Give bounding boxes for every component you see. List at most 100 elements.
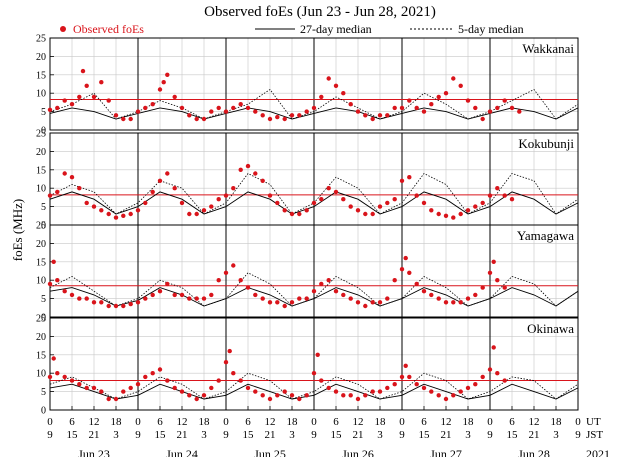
series-27day-median bbox=[49, 383, 579, 400]
observed-point bbox=[429, 389, 434, 394]
observed-point bbox=[62, 171, 67, 176]
observed-point bbox=[69, 378, 75, 383]
observed-point bbox=[429, 208, 434, 213]
observed-point bbox=[348, 393, 353, 398]
observed-point bbox=[333, 189, 339, 195]
observed-point bbox=[121, 116, 126, 122]
observed-point bbox=[194, 211, 199, 217]
station-panels: 0 5 10 15 20 25 Wakkanai 0 5 10 15 20 25 Kokubunji 0 5 1… bbox=[36, 34, 579, 417]
observed-point bbox=[315, 352, 320, 357]
jst-tick-label: 15 bbox=[67, 429, 79, 441]
observed-point bbox=[495, 371, 500, 376]
observed-point bbox=[282, 303, 287, 309]
y-tick-label: 15 bbox=[36, 165, 46, 176]
observed-point bbox=[216, 278, 221, 283]
observed-point bbox=[113, 396, 119, 402]
jst-tick-label: 9 bbox=[487, 429, 493, 441]
ut-tick-label: 12 bbox=[353, 416, 364, 428]
observed-point bbox=[289, 113, 295, 118]
observed-point bbox=[473, 105, 478, 111]
observed-point bbox=[495, 186, 500, 191]
observed-point bbox=[223, 109, 229, 114]
observed-point bbox=[128, 301, 133, 307]
observed-point bbox=[385, 385, 390, 391]
observed-point bbox=[143, 200, 148, 206]
observed-point bbox=[121, 213, 126, 218]
observed-point bbox=[355, 109, 361, 114]
jst-tick-label: 9 bbox=[223, 429, 229, 441]
observed-point bbox=[480, 374, 485, 380]
observed-point bbox=[227, 348, 232, 354]
observed-point bbox=[392, 197, 397, 202]
observed-point bbox=[135, 300, 141, 305]
observed-point bbox=[106, 396, 111, 402]
ut-tick-label: 0 bbox=[135, 416, 141, 428]
observed-point bbox=[69, 175, 75, 180]
observed-point bbox=[113, 303, 119, 309]
observed-point bbox=[414, 193, 419, 198]
observed-point bbox=[326, 385, 331, 391]
observed-point bbox=[289, 211, 295, 217]
ut-tick-label: 0 bbox=[47, 416, 53, 428]
observed-point bbox=[84, 200, 89, 206]
observed-point bbox=[143, 296, 148, 301]
observed-point bbox=[150, 189, 155, 195]
jst-tick-label: 15 bbox=[331, 429, 343, 441]
y-tick-label: 10 bbox=[36, 184, 46, 195]
jst-tick-label: 15 bbox=[243, 429, 255, 441]
observed-point bbox=[172, 292, 177, 298]
y-tick-label: 25 bbox=[36, 34, 46, 45]
observed-point bbox=[370, 389, 375, 394]
observed-point bbox=[55, 278, 60, 283]
panel-okinawa: 0 5 10 15 20 25 Okinawa bbox=[36, 314, 579, 417]
observed-point bbox=[157, 87, 163, 92]
observed-point bbox=[143, 105, 148, 111]
observed-point bbox=[165, 72, 170, 78]
observed-point bbox=[392, 278, 397, 283]
observed-point bbox=[429, 292, 434, 298]
observed-point bbox=[77, 296, 82, 301]
observed-point bbox=[421, 385, 427, 391]
observed-point bbox=[282, 389, 287, 394]
observed-point bbox=[179, 389, 185, 394]
observed-point bbox=[275, 300, 280, 305]
observed-point bbox=[91, 204, 97, 209]
observed-point bbox=[392, 105, 397, 111]
observed-point bbox=[421, 289, 427, 294]
jst-tick-label: 3 bbox=[113, 429, 119, 441]
observed-point bbox=[465, 296, 471, 301]
observed-point bbox=[179, 292, 185, 298]
observed-point bbox=[282, 116, 287, 122]
jst-tick-label: 15 bbox=[419, 429, 431, 441]
observed-point bbox=[458, 300, 463, 305]
y-tick-label: 25 bbox=[36, 129, 46, 140]
observed-point bbox=[348, 102, 353, 107]
observed-point bbox=[165, 378, 170, 383]
observed-point bbox=[399, 374, 405, 380]
observed-point bbox=[355, 300, 361, 305]
observed-point bbox=[187, 296, 192, 301]
observed-point bbox=[326, 186, 331, 191]
observed-point bbox=[77, 94, 82, 100]
jst-tick-label: 9 bbox=[47, 429, 53, 441]
ut-tick-label: 18 bbox=[375, 416, 387, 428]
observed-point bbox=[502, 378, 507, 383]
observed-point bbox=[253, 389, 258, 394]
ut-tick-label: 0 bbox=[223, 416, 229, 428]
ut-tick-label: 18 bbox=[287, 416, 299, 428]
observed-point bbox=[47, 374, 53, 380]
legend-5day-label: 5-day median bbox=[458, 22, 524, 36]
observed-point bbox=[509, 197, 515, 202]
observed-point bbox=[121, 389, 126, 394]
ut-tick-label: 12 bbox=[441, 416, 452, 428]
observed-point bbox=[99, 300, 104, 305]
observed-point bbox=[443, 300, 449, 305]
observed-point bbox=[311, 200, 317, 206]
observed-point bbox=[282, 208, 287, 213]
observed-point bbox=[194, 396, 199, 402]
observed-point bbox=[62, 98, 67, 103]
jst-tick-label: 15 bbox=[155, 429, 167, 441]
observed-point bbox=[55, 371, 60, 376]
observed-point bbox=[260, 393, 265, 398]
jst-tick-label: 3 bbox=[377, 429, 383, 441]
